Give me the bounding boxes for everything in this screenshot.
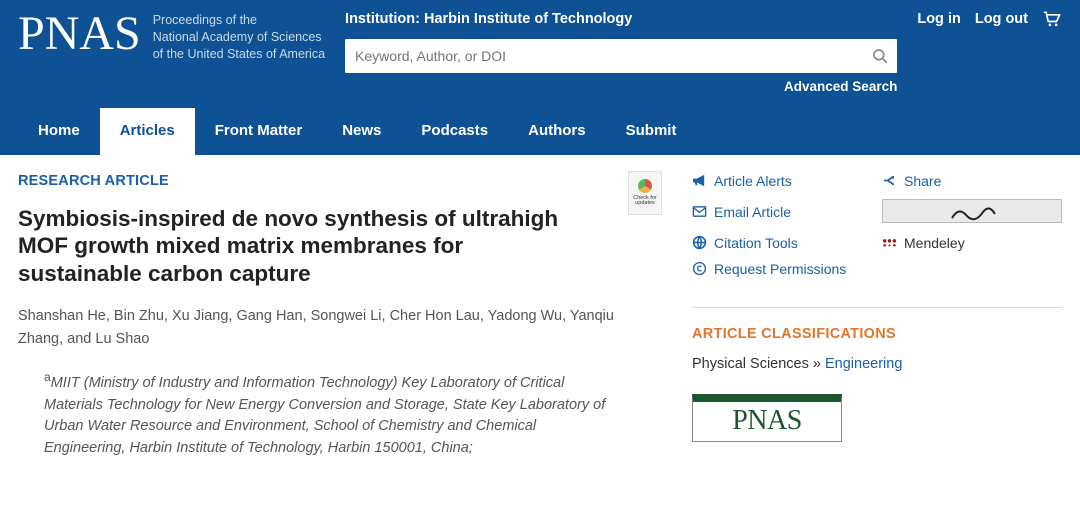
site-subtitle: Proceedings of the National Academy of S…: [153, 12, 325, 63]
pnas-promo-box[interactable]: PNAS: [692, 394, 842, 442]
article-type-label: RESEARCH ARTICLE: [18, 173, 662, 189]
nav-home[interactable]: Home: [18, 108, 100, 155]
nav-news[interactable]: News: [322, 108, 401, 155]
cart-icon[interactable]: [1042, 10, 1062, 28]
search-input[interactable]: [345, 39, 897, 73]
nav-articles[interactable]: Articles: [100, 108, 195, 155]
search-icon[interactable]: [871, 47, 889, 65]
share-widget-placeholder: [882, 199, 1062, 223]
article-affiliation: aMIIT (Ministry of Industry and Informat…: [18, 368, 618, 460]
envelope-icon: [692, 204, 707, 219]
share-icon: [882, 173, 897, 188]
site-logo[interactable]: PNAS: [18, 10, 141, 58]
classifications-line: Physical Sciences » Engineering: [692, 356, 1062, 372]
globe-icon: [692, 235, 707, 250]
nav-front-matter[interactable]: Front Matter: [195, 108, 323, 155]
main-nav: HomeArticlesFront MatterNewsPodcastsAuth…: [0, 108, 1080, 155]
email-article-link[interactable]: Email Article: [692, 199, 872, 225]
article-authors: Shanshan He, Bin Zhu, Xu Jiang, Gang Han…: [18, 305, 618, 350]
nav-submit[interactable]: Submit: [606, 108, 697, 155]
megaphone-icon: [692, 173, 707, 188]
nav-authors[interactable]: Authors: [508, 108, 606, 155]
classification-link[interactable]: Engineering: [825, 356, 902, 372]
copyright-icon: [692, 261, 707, 276]
check-updates-badge[interactable]: Check for updates: [628, 171, 662, 215]
institution-label: Institution: Harbin Institute of Technol…: [345, 10, 897, 29]
logout-link[interactable]: Log out: [975, 11, 1028, 27]
share-link[interactable]: Share: [882, 173, 1062, 189]
article-alerts-link[interactable]: Article Alerts: [692, 173, 872, 189]
advanced-search-link[interactable]: Advanced Search: [784, 79, 897, 94]
login-link[interactable]: Log in: [917, 11, 961, 27]
request-permissions-link[interactable]: Request Permissions: [692, 261, 872, 277]
mendeley-icon: [882, 235, 897, 250]
mendeley-link[interactable]: Mendeley: [882, 235, 1062, 251]
article-title: Symbiosis-inspired de novo synthesis of …: [18, 205, 588, 287]
logo-block: PNAS Proceedings of the National Academy…: [18, 10, 325, 63]
citation-tools-link[interactable]: Citation Tools: [692, 235, 872, 251]
classifications-heading: ARTICLE CLASSIFICATIONS: [692, 307, 1062, 342]
nav-podcasts[interactable]: Podcasts: [401, 108, 508, 155]
